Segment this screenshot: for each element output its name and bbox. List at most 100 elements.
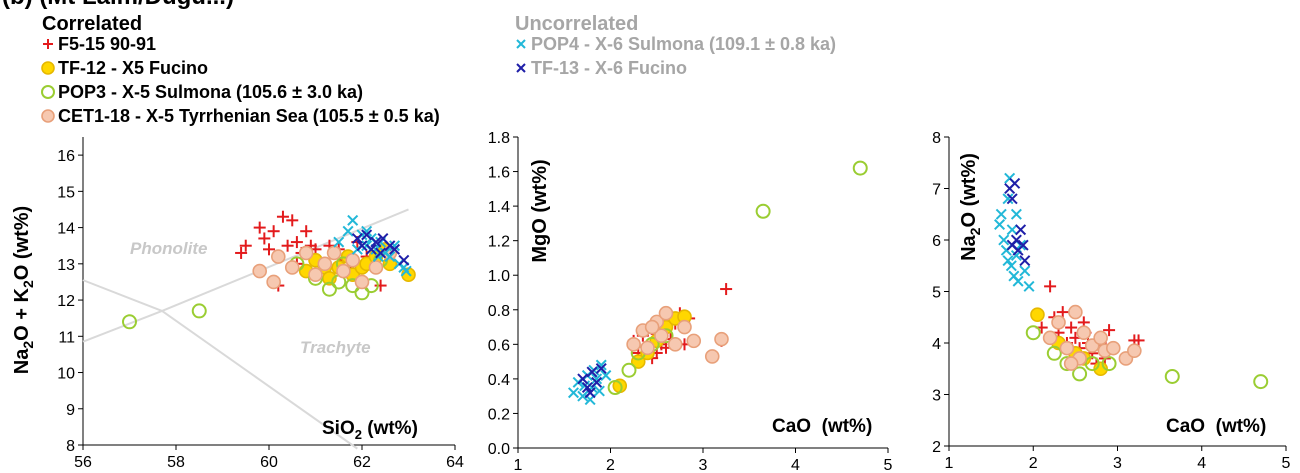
x-axis-label: CaO (wt%) — [772, 416, 872, 437]
data-point — [1046, 345, 1062, 361]
y-tick-label: 5 — [932, 285, 941, 302]
data-point — [1006, 224, 1018, 236]
y-tick-label: 12 — [57, 293, 75, 310]
y-tick-label: 0.8 — [488, 303, 510, 320]
legend-marker-4 — [516, 39, 526, 49]
data-point — [267, 225, 280, 238]
x-axis-label: CaO (wt%) — [1166, 416, 1266, 437]
data-point — [284, 260, 300, 275]
data-point — [400, 265, 412, 277]
legend-marker-0 — [43, 39, 53, 49]
data-point — [1012, 275, 1024, 287]
x-tick-label: 64 — [446, 454, 464, 471]
data-point — [365, 243, 377, 255]
data-point — [370, 236, 382, 248]
data-point — [276, 210, 289, 223]
data-point — [300, 225, 313, 238]
data-point — [607, 380, 623, 396]
y-tick-label: 0.6 — [488, 337, 510, 354]
x-tick-label: 60 — [260, 454, 278, 471]
data-point — [361, 229, 373, 241]
data-point — [1072, 366, 1088, 382]
data-point — [1023, 280, 1035, 292]
data-point — [586, 366, 598, 378]
y-tick-label: 13 — [57, 257, 75, 274]
data-point — [1025, 325, 1041, 341]
legend-label-5: TF-13 - X-6 Fucino — [531, 58, 687, 78]
field-boundary — [82, 309, 163, 343]
legend-label-1: TF-12 - X5 Fucino — [58, 58, 208, 78]
y-tick-label: 1.4 — [488, 199, 510, 216]
data-point — [389, 240, 401, 252]
data-point — [581, 382, 593, 394]
y-tick-label: 1.2 — [488, 234, 510, 251]
data-point — [1019, 265, 1031, 277]
data-point — [1132, 334, 1145, 347]
field-label-trachyte: Trachyte — [300, 338, 371, 357]
data-point — [1010, 208, 1022, 220]
x-tick-label: 3 — [1113, 455, 1122, 472]
data-point — [1015, 224, 1027, 236]
data-point — [755, 203, 771, 219]
series-2 — [1025, 325, 1269, 390]
field-boundary — [161, 208, 409, 312]
data-point — [584, 387, 596, 399]
legend-label-0: F5-15 90-91 — [58, 34, 156, 54]
legend-marker-5 — [516, 63, 526, 73]
data-point — [368, 260, 384, 275]
y-tick-label: 10 — [57, 366, 75, 383]
data-point — [577, 373, 589, 385]
x-axis-label: SiO2 (wt%) — [322, 418, 418, 442]
legend-marker-3 — [41, 109, 55, 123]
x-tick-label: 1 — [945, 455, 954, 472]
data-point — [626, 337, 641, 352]
series-3 — [626, 305, 729, 364]
x-tick-label: 5 — [1282, 455, 1291, 472]
data-point — [342, 225, 354, 237]
legend-label-2: POP3 - X-5 Sulmona (105.6 ± 3.0 ka) — [58, 82, 363, 102]
data-point — [600, 369, 612, 381]
x-tick-label: 2 — [606, 457, 615, 473]
data-point — [281, 239, 294, 252]
data-point — [644, 319, 660, 335]
legend-uncorrelated-title: Uncorrelated — [515, 13, 638, 35]
y-tick-label: 8 — [932, 130, 941, 147]
y-tick-label: 0.2 — [488, 406, 510, 423]
data-point — [1253, 374, 1269, 390]
data-point — [239, 239, 252, 252]
data-point — [677, 319, 692, 335]
series-4 — [994, 172, 1035, 292]
y-tick-label: 14 — [57, 221, 75, 238]
data-point — [253, 221, 266, 234]
data-point — [1051, 315, 1066, 330]
data-point — [286, 214, 299, 227]
data-point — [1044, 280, 1057, 293]
data-point — [998, 234, 1010, 246]
y-axis-label: MgO (wt%) — [529, 159, 551, 262]
data-point — [270, 249, 286, 264]
data-point — [667, 337, 683, 352]
field-boundary — [82, 279, 163, 312]
data-point — [1084, 356, 1100, 372]
x-tick-label: 5 — [884, 457, 893, 473]
y-axis-label: Na2O (wt%) — [958, 153, 983, 261]
data-point — [308, 267, 323, 282]
x-tick-label: 62 — [353, 454, 371, 471]
data-point — [1127, 343, 1142, 359]
series-3 — [1042, 304, 1142, 371]
x-tick-label: 3 — [699, 457, 708, 473]
data-point — [1005, 260, 1017, 272]
data-point — [595, 359, 607, 371]
data-point — [1019, 255, 1031, 267]
data-point — [654, 328, 669, 343]
data-point — [621, 362, 637, 378]
data-point — [263, 243, 275, 256]
data-point — [1006, 239, 1018, 251]
data-point — [1002, 255, 1014, 267]
y-tick-label: 7 — [932, 182, 941, 199]
x-tick-label: 2 — [1029, 455, 1038, 472]
data-point — [591, 373, 603, 385]
data-point — [351, 232, 363, 244]
data-point — [1042, 330, 1058, 346]
